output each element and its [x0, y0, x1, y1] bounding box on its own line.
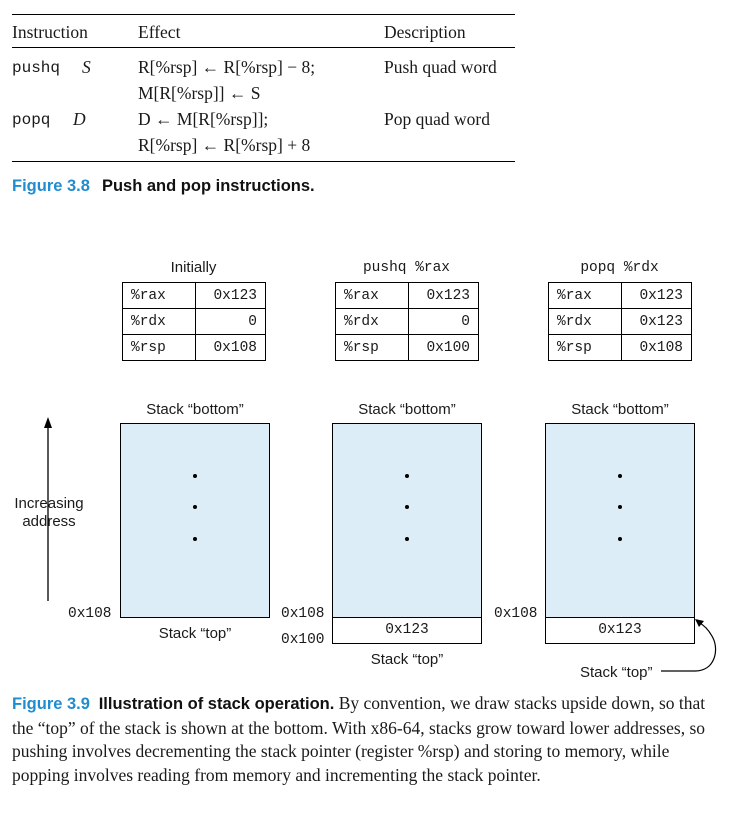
register-row: %rsp 0x100 [335, 334, 479, 361]
register-row: %rsp 0x108 [122, 334, 266, 361]
ellipsis-dot [618, 474, 622, 478]
register-row: %rdx 0 [122, 308, 266, 335]
register-name: %rax [548, 282, 622, 309]
register-value: 0x123 [408, 282, 479, 309]
table-bottom-rule [12, 161, 515, 162]
register-row: %rax 0x123 [548, 282, 692, 309]
register-name: %rsp [122, 334, 196, 361]
panel-3-stack-top-label: Stack “top” [580, 664, 653, 681]
popq-description: Pop quad word [384, 109, 490, 129]
register-value: 0x100 [408, 334, 479, 361]
ellipsis-dot [193, 505, 197, 509]
figure-3-9-caption: Figure 3.9 Illustration of stack operati… [12, 692, 724, 787]
up-arrow-icon [44, 417, 52, 601]
register-name: %rdx [122, 308, 196, 335]
register-name: %rdx [548, 308, 622, 335]
panel-3-stack-bottom-label: Stack “bottom” [571, 401, 669, 418]
panel-2-address-0x108: 0x108 [281, 606, 325, 622]
pushq-effect-line2: M[R[%rsp]] ← S [138, 83, 261, 103]
pushq-op: pushq [12, 59, 61, 77]
register-row: %rdx 0 [335, 308, 479, 335]
panel-2-title: pushq %rax [362, 260, 450, 276]
popq-effect-line1: D ← M[R[%rsp]]; [138, 109, 269, 129]
panel-1-title: Initially [170, 259, 217, 276]
figure-3-9-label: Figure 3.9 [12, 695, 90, 713]
ellipsis-dot [405, 505, 409, 509]
ellipsis-dot [405, 474, 409, 478]
panel-2-register-table: %rax 0x123 %rdx 0 %rsp 0x100 [335, 282, 479, 361]
panel-3-title: popq %rdx [580, 260, 659, 276]
ellipsis-dot [405, 537, 409, 541]
register-name: %rsp [548, 334, 622, 361]
panel-1-register-table: %rax 0x123 %rdx 0 %rsp 0x108 [122, 282, 266, 361]
axis-label-line2: address [22, 513, 76, 530]
panel-2-stack-top-label: Stack “top” [370, 651, 444, 668]
panel-2-stack-bottom-label: Stack “bottom” [358, 401, 456, 418]
register-value: 0x123 [621, 282, 692, 309]
panel-3-address-0x108: 0x108 [494, 606, 538, 622]
register-value: 0x123 [621, 308, 692, 335]
panel-2-stack-cell: 0x123 [332, 617, 482, 644]
pushq-effect-line1: R[%rsp] ← R[%rsp] − 8; [138, 57, 316, 77]
register-row: %rax 0x123 [335, 282, 479, 309]
panel-2-address-0x100: 0x100 [281, 632, 325, 648]
register-value: 0x123 [195, 282, 266, 309]
ellipsis-dot [618, 505, 622, 509]
curved-arrow-icon [661, 619, 717, 672]
table-header-rule [12, 47, 515, 48]
ellipsis-dot [193, 537, 197, 541]
popq-effect-line2: R[%rsp] ← R[%rsp] + 8 [138, 135, 311, 155]
register-row: %rsp 0x108 [548, 334, 692, 361]
header-effect: Effect [138, 22, 181, 42]
register-name: %rdx [335, 308, 409, 335]
register-value: 0x108 [621, 334, 692, 361]
header-instruction: Instruction [12, 22, 88, 42]
popq-operand: D [73, 109, 86, 129]
register-name: %rsp [335, 334, 409, 361]
figure-3-9-body: By convention, we draw stacks upside dow… [12, 693, 706, 785]
panel-1-stack-bottom-label: Stack “bottom” [146, 401, 244, 418]
register-name: %rax [122, 282, 196, 309]
register-row: %rdx 0x123 [548, 308, 692, 335]
panel-2-stack-region [332, 423, 482, 618]
panel-3-register-table: %rax 0x123 %rdx 0x123 %rsp 0x108 [548, 282, 692, 361]
register-name: %rax [335, 282, 409, 309]
header-description: Description [384, 22, 466, 42]
figure-3-9-title: Illustration of stack operation. [98, 695, 335, 713]
panel-1-stack-region [120, 423, 270, 618]
register-value: 0 [195, 308, 266, 335]
pushq-description: Push quad word [384, 57, 497, 77]
table-top-rule [12, 14, 515, 15]
panel-3-stack-cell: 0x123 [545, 617, 695, 644]
figure-3-8-title: Push and pop instructions. [101, 177, 315, 195]
register-row: %rax 0x123 [122, 282, 266, 309]
figure-3-8-caption: Figure 3.8 Push and pop instructions. [12, 177, 315, 196]
pushq-operand: S [82, 57, 91, 77]
axis-label-line1: Increasing [14, 495, 84, 512]
panel-1-address-0x108: 0x108 [68, 606, 112, 622]
panel-3-stack-region [545, 423, 695, 618]
register-value: 0x108 [195, 334, 266, 361]
ellipsis-dot [193, 474, 197, 478]
popq-op: popq [12, 111, 51, 129]
panel-1-stack-top-label: Stack “top” [158, 625, 232, 642]
ellipsis-dot [618, 537, 622, 541]
figure-3-8-label: Figure 3.8 [12, 177, 90, 195]
register-value: 0 [408, 308, 479, 335]
